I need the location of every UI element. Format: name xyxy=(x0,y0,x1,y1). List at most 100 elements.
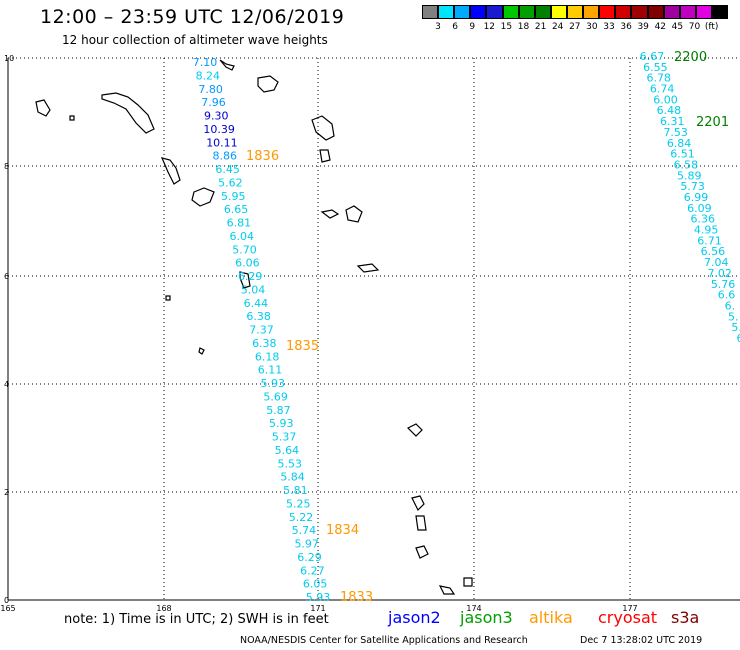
legend-label: 27 xyxy=(569,22,581,32)
wave-height-value: 5.22 xyxy=(289,511,314,524)
wave-height-value: 6.18 xyxy=(255,350,280,363)
pass-time-label: 1836 xyxy=(246,149,279,164)
wave-height-value: 5.97 xyxy=(294,538,319,551)
legend-swatch xyxy=(631,5,648,19)
wave-height-value: 5.84 xyxy=(280,471,305,484)
legend-swatch xyxy=(663,5,680,19)
pass-time-label: 1834 xyxy=(326,523,359,538)
legend-swatch xyxy=(647,5,664,19)
island-outline xyxy=(345,205,363,223)
wave-height-value: 6.00 xyxy=(653,93,678,106)
wave-height-value: 6.6 xyxy=(718,289,736,302)
island-outline xyxy=(463,577,473,587)
wave-height-value: 6.27 xyxy=(300,564,325,577)
track-time-labels: 1836 1835 1834 1833 2200 2201 xyxy=(246,50,729,605)
legend-swatch xyxy=(502,5,519,19)
wave-height-value: 6.05 xyxy=(303,578,328,591)
map-title: 12:00 – 23:59 UTC 12/06/2019 xyxy=(40,6,345,28)
pass-time-label: 1833 xyxy=(340,590,373,605)
wave-height-value: 7.02 xyxy=(707,267,732,280)
x-tick-label: 168 xyxy=(156,604,171,613)
wave-height-value: 5.53 xyxy=(278,457,303,470)
legend-label: 33 xyxy=(603,22,615,32)
legend-swatch xyxy=(711,5,729,19)
wave-height-value: 8.24 xyxy=(196,69,221,82)
legend-color-bar xyxy=(422,5,729,19)
wave-height-value: 10.11 xyxy=(206,136,238,149)
wave-height-value: 5.69 xyxy=(263,390,288,403)
island-outline xyxy=(69,115,75,121)
legend-swatch xyxy=(486,5,503,19)
y-tick-label: 6 xyxy=(4,272,9,281)
island-outline xyxy=(415,515,427,531)
wave-height-value: 5.89 xyxy=(677,169,702,182)
wave-height-value: 7.96 xyxy=(201,96,226,109)
legend-label: 9 xyxy=(469,22,476,32)
wave-height-value: 6.31 xyxy=(660,115,685,128)
legend-swatch xyxy=(454,5,471,19)
wave-height-value: 6.11 xyxy=(258,364,283,377)
legend-label: 21 xyxy=(534,22,547,32)
wave-height-value: 6.48 xyxy=(657,104,682,117)
wave-height-value: 6.36 xyxy=(691,213,716,226)
legend-label: 70 xyxy=(688,22,701,32)
footer-generated: Dec 7 13:28:02 UTC 2019 xyxy=(580,635,703,646)
wave-height-value: 5.74 xyxy=(292,524,317,537)
wave-height-legend: 3 6 9 12 15 18 21 24 27 30 33 36 39 42 45 70 (ft) xyxy=(422,5,729,32)
wave-height-value: 6.04 xyxy=(229,230,254,243)
legend-label: 12 xyxy=(483,22,496,32)
wave-height-value: 9.30 xyxy=(204,110,229,123)
island-outline xyxy=(319,149,331,163)
wave-height-value: 5.76 xyxy=(711,278,736,291)
wave-height-value: 6.29 xyxy=(238,270,263,283)
wave-height-value: 5.95 xyxy=(221,190,246,203)
wave-height-value: 6.58 xyxy=(674,158,699,171)
map-grid xyxy=(7,57,740,601)
satellite-label: jason3 xyxy=(460,608,513,627)
wave-height-value: 6.78 xyxy=(647,72,672,85)
wave-height-value: 5.04 xyxy=(241,283,266,296)
island-outlines xyxy=(35,59,473,595)
satellite-label: cryosat xyxy=(598,608,658,627)
legend-label: 36 xyxy=(620,22,632,32)
legend-swatch xyxy=(518,5,535,19)
legend-swatch xyxy=(470,5,487,19)
island-outline xyxy=(101,92,155,134)
wave-height-value: 6.29 xyxy=(297,551,322,564)
satellite-label: altika xyxy=(529,608,573,627)
y-tick-label: 0 xyxy=(4,596,9,605)
legend-label: 30 xyxy=(586,22,598,32)
wave-height-value: 5.93 xyxy=(306,591,331,604)
island-outline xyxy=(160,157,181,185)
wave-height-value: 5.70 xyxy=(232,243,257,256)
island-outline xyxy=(35,99,51,117)
wave-height-value: 5.62 xyxy=(218,176,243,189)
legend-label: 45 xyxy=(671,22,684,32)
wave-height-value: 7.37 xyxy=(249,324,274,337)
wave-height-value: 5.73 xyxy=(680,180,705,193)
footer-note: note: 1) Time is in UTC; 2) SWH is in fe… xyxy=(64,612,329,627)
wave-height-value: 6.74 xyxy=(650,83,675,96)
wave-height-value: 6.51 xyxy=(670,148,695,161)
wave-height-value: 10.39 xyxy=(203,123,235,136)
wave-height-value: 6.65 xyxy=(224,203,249,216)
legend-swatch xyxy=(438,5,455,19)
legend-label: (ft) xyxy=(704,22,719,32)
island-outline xyxy=(239,271,251,289)
wave-height-value: 6.06 xyxy=(235,257,260,270)
island-outline xyxy=(311,115,335,141)
wave-height-value: 7.80 xyxy=(198,83,223,96)
pass-time-label: 1835 xyxy=(286,339,319,354)
wave-height-value: 6.67 xyxy=(640,50,665,63)
island-outline xyxy=(415,545,429,559)
x-tick-label: 177 xyxy=(622,604,637,613)
island-outline xyxy=(165,295,171,301)
wave-height-value: 6.99 xyxy=(684,191,709,204)
legend-labels: 3 6 9 12 15 18 21 24 27 30 33 36 39 42 45 70 (ft) xyxy=(422,22,732,36)
legend-label: 3 xyxy=(435,22,441,32)
pass-time-label: 2200 xyxy=(674,50,707,65)
legend-swatch xyxy=(695,5,712,19)
y-tick-label: 4 xyxy=(4,380,9,389)
track-west-values: 7.108.247.807.969.3010.3910.118.866.455.… xyxy=(193,56,331,604)
